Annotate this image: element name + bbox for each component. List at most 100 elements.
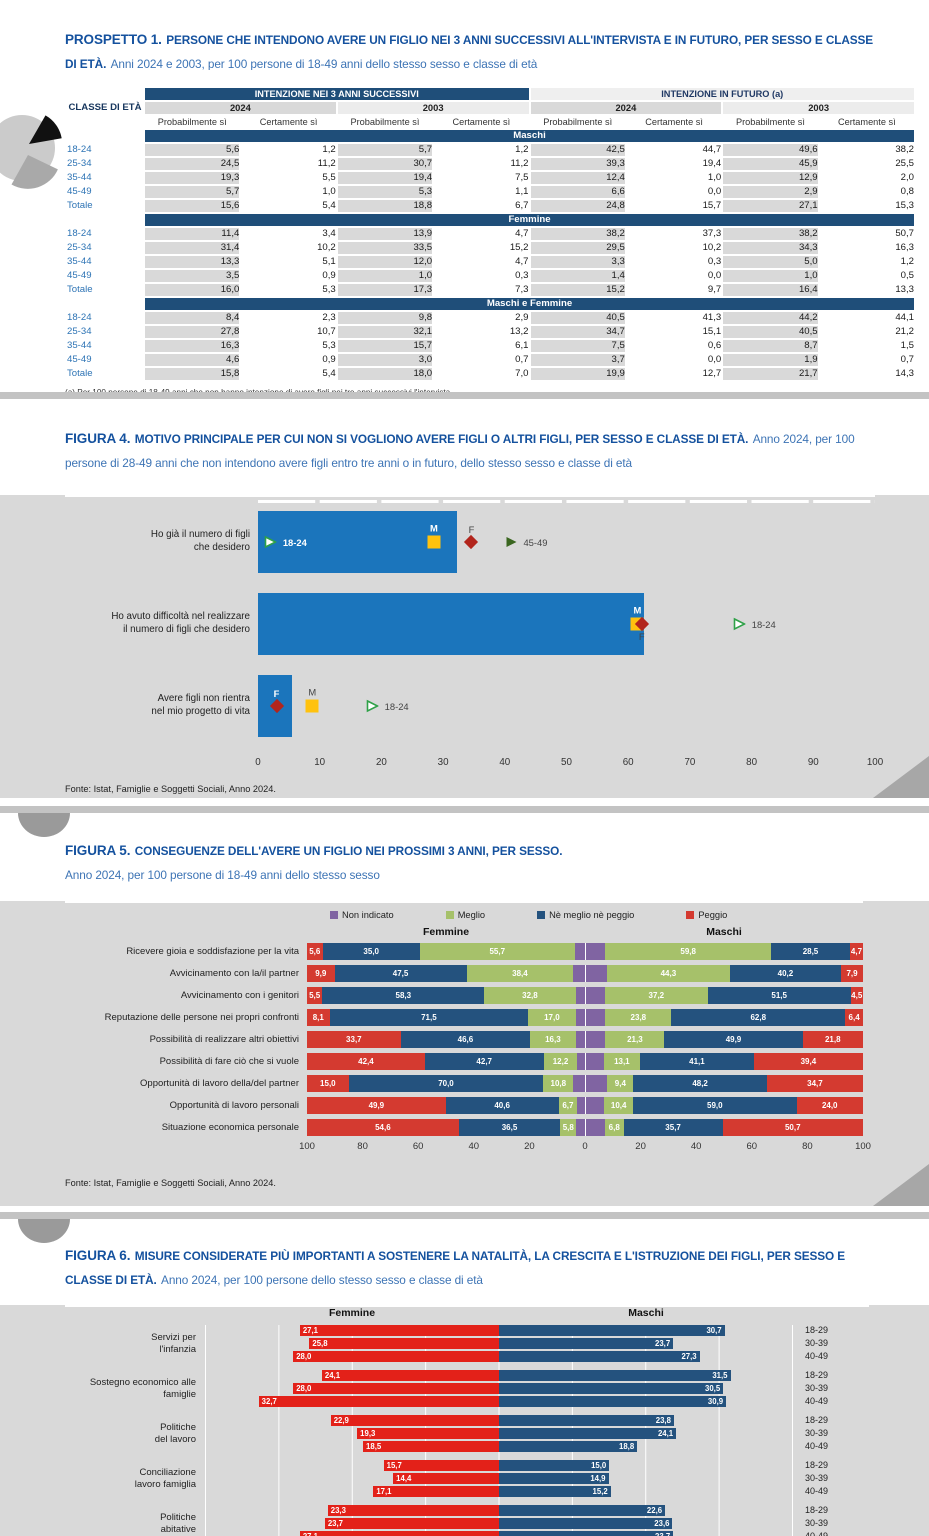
segment-value: 71,5 — [421, 1013, 437, 1022]
sub-header: Probabilmente sì — [723, 116, 818, 128]
year-header: 2003 — [723, 102, 914, 114]
marker-diamond: F — [634, 616, 649, 641]
age-label: 40-49 — [805, 1351, 829, 1361]
value-cell: 31,4 — [145, 242, 240, 254]
marker-triangle-open: 18-24 — [264, 535, 307, 549]
segment-value: 55,7 — [489, 947, 506, 956]
header-row-sub: Probabilmente sì Certamente sì Probabilmen… — [67, 116, 914, 128]
value-cell: 5,3 — [241, 284, 336, 296]
axis-tick: 0 — [582, 1141, 588, 1152]
figura6-column-headers: Femmine Maschi — [205, 1307, 793, 1325]
bar-group: 15,7 15,0 14,4 14,9 17,1 15,2 — [205, 1460, 793, 1497]
segment-value: 24,0 — [821, 1101, 838, 1110]
segment-value: 42,7 — [476, 1057, 492, 1066]
marker-diamond: F — [464, 524, 479, 550]
chart-row: Ho avuto difficoltà nel realizzare il nu… — [65, 593, 875, 655]
segment-value: 38,4 — [512, 969, 528, 978]
value-cell: 5,3 — [337, 186, 433, 198]
value-cell: 16,0 — [145, 284, 240, 296]
band-spacer — [67, 298, 143, 310]
bar-segment: 44,3 — [607, 965, 730, 982]
age-label: 18-29 — [805, 1325, 829, 1335]
table-row: Totale 15,6 5,4 18,8 6,7 24,8 15,7 27,1 15,3 — [67, 200, 914, 212]
bar-row: 18,5 18,8 — [205, 1441, 793, 1452]
bar-value: 18,8 — [618, 1441, 635, 1451]
bar-maschi: 15,0 — [499, 1460, 610, 1471]
marker-label: F — [638, 631, 645, 642]
bar-row: 25,8 23,7 — [205, 1338, 793, 1349]
bar-maschi: 15,2 — [499, 1486, 611, 1497]
femmine-half: 5,5 58,3 32,8 — [307, 987, 585, 1004]
bar-segment — [575, 987, 585, 1004]
figura5-top-rule — [65, 901, 863, 903]
category-label: Situazione economica personale — [161, 1122, 299, 1133]
value-cell: 11,2 — [434, 158, 529, 170]
category-label: Opportunità di lavoro della/del partner — [140, 1078, 299, 1089]
marker-label: M — [429, 522, 438, 534]
bar-segment: 39,4 — [753, 1053, 863, 1070]
age-class-cell: Totale — [67, 200, 143, 212]
prospetto-table: CLASSE DI ETÀ INTENZIONE NEI 3 ANNI SUCCE… — [65, 86, 916, 382]
maschi-header: Maschi — [628, 1307, 664, 1319]
prospetto-section: PROSPETTO 1. PERSONE CHE INTENDONO AVERE… — [0, 0, 929, 392]
bar-row: 22,9 23,8 — [205, 1415, 793, 1426]
age-label: 18-29 — [805, 1370, 829, 1380]
table-row: 35-44 13,3 5,1 12,0 4,7 3,3 0,3 5,0 1,2 — [67, 256, 914, 268]
bar-segment: 9,4 — [607, 1075, 634, 1092]
marker-label: M — [633, 604, 642, 616]
prospetto-table-body: Maschi 18-24 5,6 1,2 5,7 1,2 42,5 44,7 49,6 38,2 2… — [67, 130, 914, 380]
value-cell: 15,6 — [145, 200, 240, 212]
bar-segment: 58,3 — [322, 987, 485, 1004]
value-cell: 11,2 — [241, 158, 336, 170]
value-cell: 13,2 — [434, 326, 529, 338]
segment-value: 34,7 — [807, 1079, 823, 1088]
bar-segment — [586, 1075, 608, 1092]
value-cell: 0,5 — [819, 270, 914, 282]
prospetto-subtitle: Anni 2024 e 2003, per 100 persone di 18-… — [110, 57, 538, 70]
bar-maschi: 24,1 — [499, 1428, 677, 1439]
table-row: 18-24 5,6 1,2 5,7 1,2 42,5 44,7 49,6 38,2 — [67, 144, 914, 156]
segment-value: 33,7 — [346, 1035, 362, 1044]
age-class-cell: 18-24 — [67, 144, 143, 156]
femmine-half: 33,7 46,6 16,3 — [307, 1031, 585, 1048]
figura6-title-text: MISURE CONSIDERATE PIÙ IMPORTANTI A SOST… — [65, 1249, 846, 1287]
marker-label: 45-49 — [523, 536, 548, 548]
axis-tick: 0 — [255, 757, 261, 768]
category-label: Ricevere gioia e soddisfazione per la vi… — [126, 946, 299, 957]
bar-segment — [586, 1009, 606, 1026]
value-cell: 12,9 — [723, 172, 818, 184]
segment-value: 6,7 — [562, 1101, 574, 1110]
section-divider — [0, 392, 929, 399]
bar-segment: 7,9 — [841, 965, 863, 982]
segment-value: 62,8 — [750, 1013, 767, 1022]
stacked-bar: 54,6 36,5 5,8 6,8 35,7 50,7 — [307, 1119, 863, 1136]
bar-value: 25,8 — [312, 1338, 328, 1348]
age-label: 40-49 — [805, 1486, 829, 1496]
axis-tick: 80 — [357, 1141, 368, 1152]
age-class-cell: 18-24 — [67, 312, 143, 324]
value-cell: 13,3 — [819, 284, 914, 296]
figura6-ages: 18-29 30-39 40-49 18-29 30-39 40-49 18-29 30-39… — [793, 1325, 877, 1536]
bar-value: 27,1 — [300, 1532, 321, 1536]
triangle-filled-icon — [506, 537, 517, 547]
age-class-cell: 18-24 — [67, 228, 143, 240]
chart-row: Avvicinamento con la/il partner 9,9 47,5 38… — [65, 965, 863, 982]
bar-femmine: 17,1 — [373, 1486, 499, 1497]
segment-value: 40,6 — [494, 1101, 510, 1110]
maschi-half: 59,8 28,5 4,7 — [585, 943, 863, 960]
table-row: 25-34 27,8 10,7 32,1 13,2 34,7 15,1 40,5 21,2 — [67, 326, 914, 338]
bar-segment: 46,6 — [400, 1031, 531, 1048]
category-label: Ho già il numero di figli che desidero — [150, 529, 250, 553]
bar-femmine: 25,8 — [309, 1338, 499, 1349]
figura4-section: FIGURA 4. MOTIVO PRINCIPALE PER CUI NON … — [0, 415, 929, 798]
bar-femmine: 18,5 — [363, 1441, 499, 1452]
value-cell: 19,4 — [337, 172, 433, 184]
table-row: Totale 16,0 5,3 17,3 7,3 15,2 9,7 16,4 13,3 — [67, 284, 914, 296]
figura6-subtitle: Anno 2024, per 100 persone dello stesso … — [161, 1273, 483, 1287]
value-cell: 6,6 — [530, 186, 625, 198]
table-row: 35-44 19,3 5,5 19,4 7,5 12,4 1,0 12,9 2,0 — [67, 172, 914, 184]
bar-row: 19,3 24,1 — [205, 1428, 793, 1439]
bar-row: 24,1 31,5 — [205, 1370, 793, 1381]
maschi-half: 6,8 35,7 50,7 — [585, 1119, 863, 1136]
segment-value: 50,7 — [784, 1123, 801, 1132]
